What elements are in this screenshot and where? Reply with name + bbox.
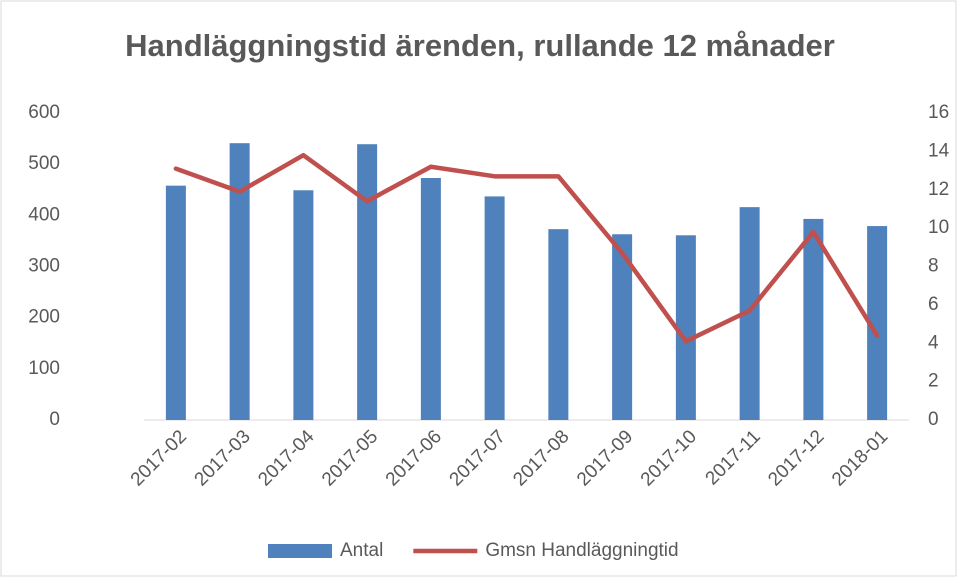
line	[173, 152, 880, 344]
bar	[484, 196, 505, 420]
y2-tick-label: 12	[928, 179, 949, 200]
y2-tick-label: 16	[928, 102, 949, 123]
y2-tick-label: 4	[928, 332, 939, 353]
legend-label: Antal	[340, 540, 383, 561]
bar	[420, 177, 441, 420]
legend-swatch	[268, 544, 332, 558]
y-tick-label: 600	[28, 102, 60, 123]
y2-tick-label: 0	[928, 409, 939, 430]
bar	[867, 226, 888, 420]
bar	[739, 207, 760, 420]
y2-tick-label: 8	[928, 256, 939, 277]
y-tick-label: 400	[28, 204, 60, 225]
y-tick-label: 200	[28, 307, 60, 328]
y-tick-label: 0	[49, 409, 60, 430]
y2-tick-label: 6	[928, 294, 939, 315]
bar	[675, 235, 696, 420]
bar	[229, 143, 250, 420]
y-tick-label: 100	[28, 358, 60, 379]
y2-tick-label: 14	[928, 140, 950, 161]
y2-tick-label: 10	[928, 217, 949, 238]
y-tick-label: 300	[28, 256, 60, 277]
legend-label: Gmsn Handläggningtid	[485, 540, 678, 561]
bar	[293, 190, 314, 420]
chart-title: Handläggningstid ärenden, rullande 12 må…	[125, 28, 835, 63]
bar	[357, 144, 378, 420]
y-tick-label: 500	[28, 153, 60, 174]
y2-tick-label: 2	[928, 371, 939, 392]
bar	[803, 218, 824, 420]
bar	[165, 185, 186, 420]
bar	[548, 229, 569, 420]
bar	[612, 234, 633, 420]
